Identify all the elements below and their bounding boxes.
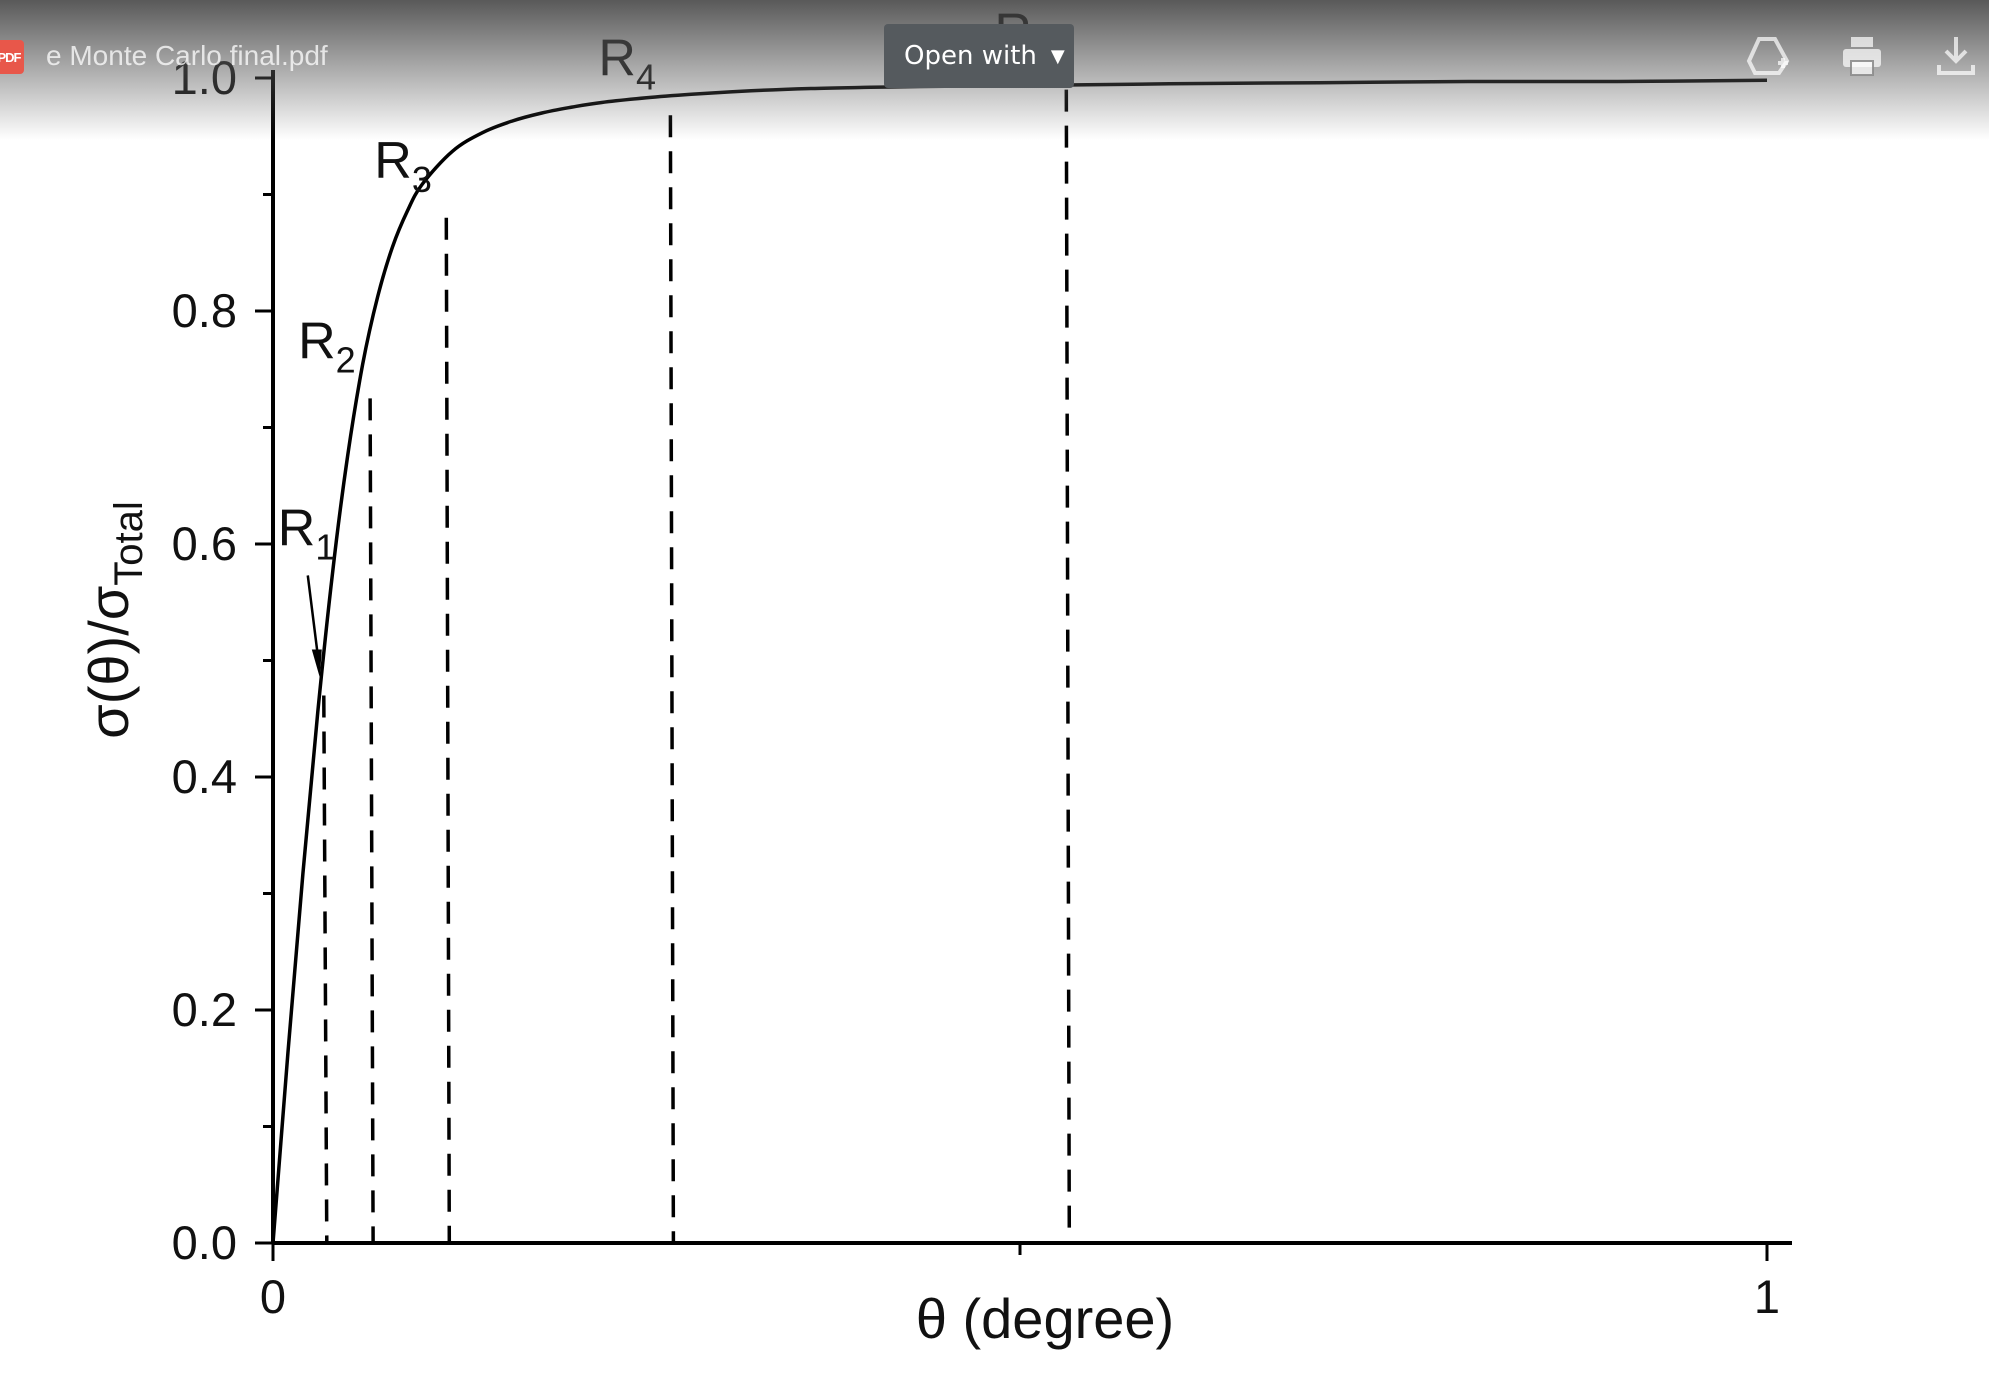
y-axis-title: σ(θ)/σTotal <box>77 501 151 739</box>
marker-line-1 <box>322 695 329 1244</box>
pdf-viewer-toolbar: PDF e Monte Carlo final.pdf Open with ▼ <box>0 0 1989 140</box>
y-tick-label: 0.4 <box>172 750 237 803</box>
y-tick-label: 0.0 <box>172 1216 237 1269</box>
add-to-drive-icon[interactable] <box>1742 30 1794 82</box>
marker-letter: R <box>374 132 412 190</box>
marker-line-5 <box>1064 89 1072 1244</box>
y-tick-label: 0.2 <box>172 983 237 1036</box>
y-axis-title-main: σ(θ)/σ <box>77 586 140 739</box>
marker-line-4 <box>668 115 676 1244</box>
marker-arrow-line <box>306 575 320 656</box>
marker-label-2: R2 <box>298 312 356 380</box>
x-tick-label: 0 <box>260 1270 286 1323</box>
x-tick-label: 1 <box>1754 1270 1780 1323</box>
marker-label-1: R1 <box>278 499 336 567</box>
marker-lines <box>322 89 1072 1244</box>
marker-subscript: 2 <box>336 339 356 380</box>
marker-subscript: 1 <box>315 526 335 567</box>
pdf-file-icon: PDF <box>0 40 24 74</box>
axes: 0.00.20.40.60.81.001 <box>172 51 1792 1323</box>
file-name[interactable]: e Monte Carlo final.pdf <box>46 40 328 71</box>
marker-letter: R <box>298 312 336 370</box>
marker-label-3: R3 <box>374 132 432 200</box>
marker-line-3 <box>444 217 452 1244</box>
marker-letter: R <box>278 499 316 557</box>
chevron-down-icon: ▼ <box>1050 45 1065 67</box>
pdf-badge-text: PDF <box>0 49 22 65</box>
open-with-label: Open with <box>904 41 1037 71</box>
marker-arrowhead <box>311 649 322 678</box>
y-tick-label: 0.8 <box>172 284 237 337</box>
open-with-button[interactable]: Open with ▼ <box>884 24 1074 88</box>
x-axis-title: θ (degree) <box>916 1287 1174 1350</box>
series-line <box>271 78 1768 1244</box>
y-tick-label: 0.6 <box>172 517 237 570</box>
marker-line-2 <box>368 398 375 1244</box>
print-icon[interactable] <box>1836 30 1888 82</box>
y-axis-title-sub: Total <box>107 501 151 586</box>
download-icon[interactable] <box>1930 30 1982 82</box>
marker-subscript: 3 <box>412 159 432 200</box>
